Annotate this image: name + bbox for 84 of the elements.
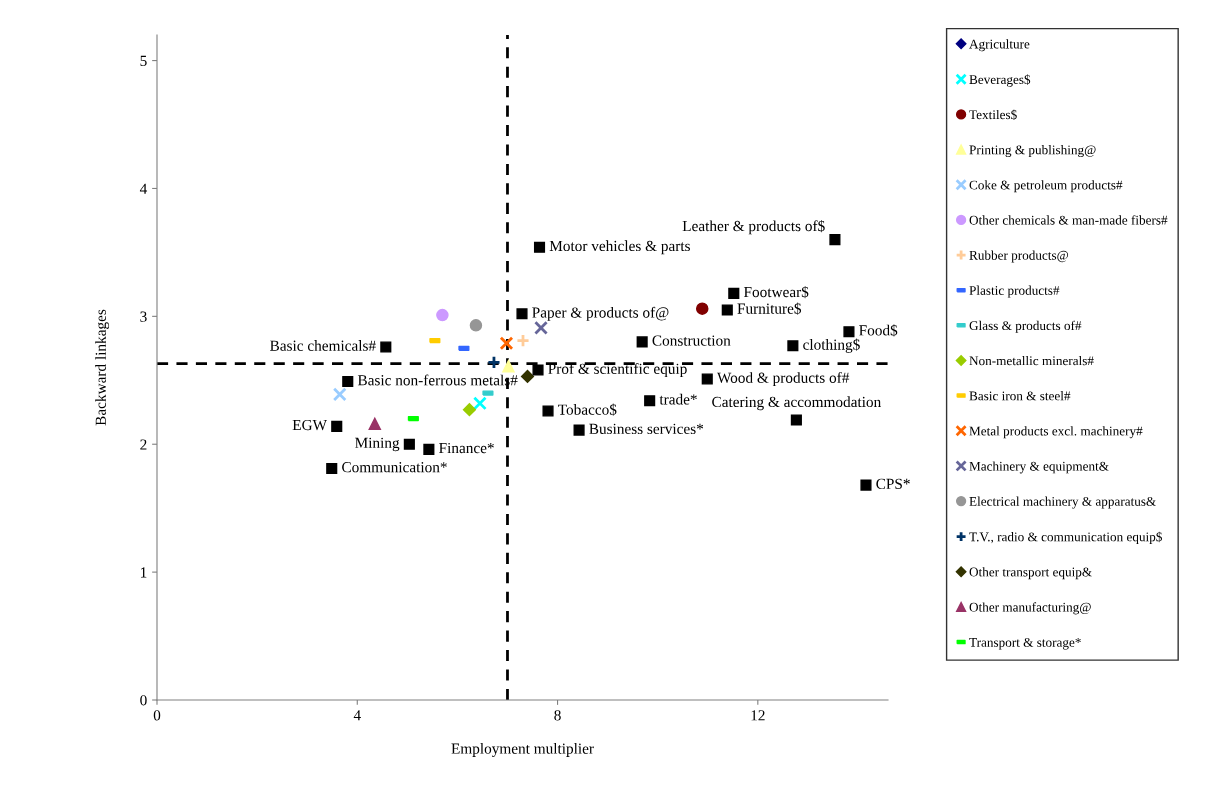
point	[332, 387, 347, 402]
legend-label: Printing & publishing@	[969, 145, 1096, 158]
legend-label: Electrical machinery & apparatus&	[969, 496, 1156, 509]
x-tick-label: 4	[353, 710, 361, 721]
point	[829, 234, 841, 246]
point	[502, 359, 515, 373]
x-tick-label: 0	[153, 710, 161, 721]
point	[326, 462, 338, 475]
point	[487, 355, 501, 370]
point	[469, 319, 483, 332]
point	[516, 333, 530, 348]
annotation: Tobacco$	[558, 403, 617, 416]
point	[790, 414, 802, 426]
y-axis-title: Backward linkages	[95, 309, 110, 426]
y-tick-label: 1	[140, 567, 147, 578]
x-tick-label: 8	[554, 710, 561, 721]
legend-label: Other transport equip&	[969, 567, 1092, 580]
point	[843, 326, 855, 338]
legend-label: Non-metallic minerals#	[969, 355, 1094, 366]
legend-label: Textiles$	[969, 109, 1017, 121]
point	[860, 479, 872, 491]
point	[462, 403, 477, 417]
point	[787, 340, 799, 352]
point	[423, 443, 435, 455]
y-tick-label: 4	[139, 183, 148, 194]
point	[403, 438, 415, 450]
legend-label: Metal products excl. machinery#	[969, 426, 1143, 439]
annotation: CPS*	[876, 478, 910, 489]
point	[701, 373, 713, 385]
point	[534, 320, 548, 335]
legend-label: Other manufacturing@	[969, 602, 1091, 615]
point	[516, 308, 528, 320]
point	[436, 308, 449, 322]
x-tick-label: 12	[751, 710, 765, 721]
legend-label: T.V., radio & communication equip$	[969, 531, 1162, 545]
annotation: trade*	[659, 393, 697, 405]
annotation: Basic chemicals#	[270, 340, 376, 351]
x-axis-title: Employment multiplier	[451, 743, 594, 757]
point	[573, 424, 585, 436]
annotation: Wood & products of#	[716, 372, 850, 387]
annotation: Construction	[652, 335, 731, 346]
point	[728, 287, 740, 299]
annotation: Leather & products of$	[682, 219, 825, 235]
point	[499, 336, 514, 351]
legend-label: Beverages$	[969, 74, 1031, 87]
point	[695, 302, 709, 315]
point	[342, 376, 354, 388]
point	[644, 395, 656, 407]
annotation: Furniture$	[737, 302, 802, 315]
annotation: Catering & accommodation	[712, 396, 881, 411]
legend-label: Transport & storage*	[969, 637, 1081, 650]
annotation: Communication*	[342, 462, 447, 473]
annotation: Motor vehicles & parts	[549, 240, 690, 255]
point	[533, 241, 546, 253]
y-tick-label: 2	[140, 439, 147, 450]
annotation: clothing$	[803, 338, 860, 353]
y-tick-label: 3	[140, 311, 147, 322]
annotation: Food$	[859, 324, 898, 337]
y-tick-label: 5	[140, 55, 147, 67]
legend-label: Coke & petroleum products#	[969, 180, 1123, 193]
annotation: Basic non-ferrous metals#	[357, 374, 518, 386]
legend-label: Basic iron & steel#	[969, 391, 1071, 401]
point	[721, 304, 733, 316]
point	[331, 420, 343, 432]
point	[473, 396, 487, 411]
point	[368, 417, 382, 431]
annotation: EGW	[292, 419, 327, 431]
annotation: Business services*	[589, 423, 704, 434]
point	[542, 405, 554, 417]
point	[636, 336, 648, 348]
y-tick-label: 0	[140, 695, 147, 706]
point	[532, 364, 544, 376]
legend-label: Plastic products#	[969, 285, 1060, 298]
legend-label: Other chemicals & man-made fibers#	[969, 215, 1168, 225]
legend-label: Glass & products of#	[969, 320, 1082, 333]
annotation: Paper & products of@	[532, 306, 669, 321]
legend-label: Agriculture	[969, 39, 1030, 52]
point	[380, 341, 392, 353]
annotation: Mining	[355, 437, 400, 452]
legend-label: Machinery & equipment&	[969, 461, 1109, 474]
point	[520, 369, 535, 384]
annotation: Footwear$	[743, 285, 809, 299]
legend-label: Rubber products@	[969, 250, 1069, 263]
annotation: Finance*	[439, 442, 494, 454]
